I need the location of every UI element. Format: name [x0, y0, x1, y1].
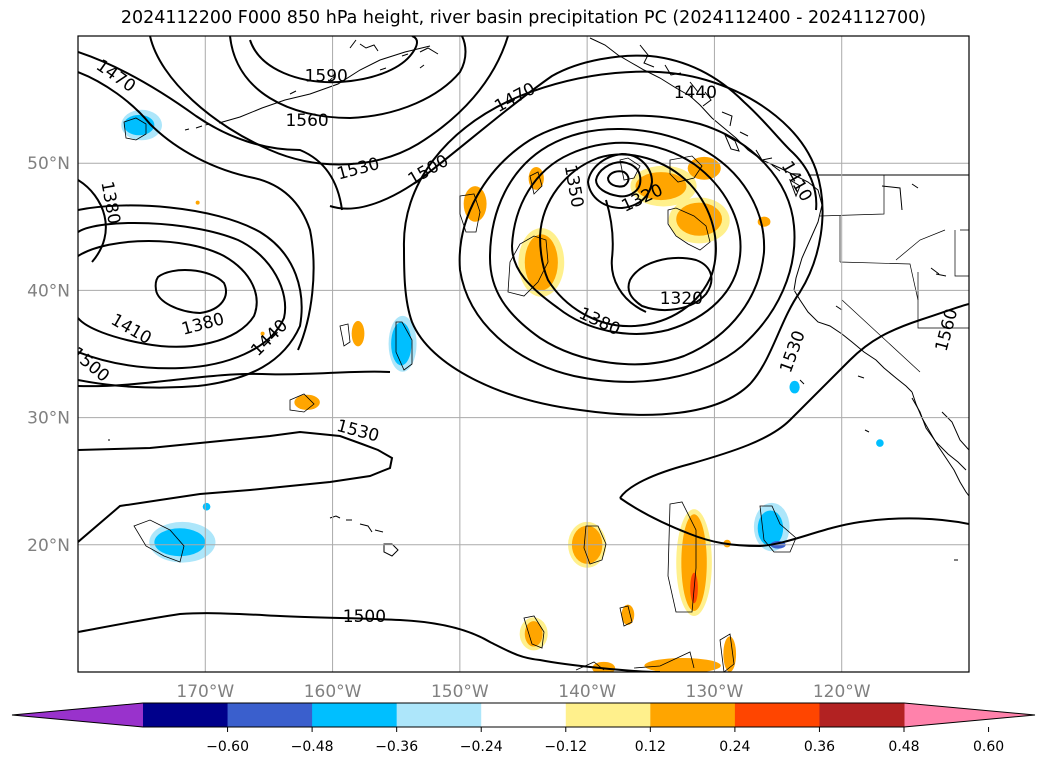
precip-area-23: [789, 380, 800, 394]
contour-label: 1410: [777, 158, 816, 205]
colorbar-bin: [734, 703, 820, 727]
contour-label: 1560: [932, 307, 963, 354]
colorbar-tick-label: −0.60: [206, 739, 249, 755]
contour-label: 1560: [285, 111, 328, 131]
svg-text:1500: 1500: [648, 19, 691, 39]
precip-area-24: [876, 439, 884, 447]
precip-area-13: [294, 394, 320, 410]
lon-tick-label: 140°W: [558, 682, 616, 702]
precip-area-37: [644, 658, 721, 672]
lon-tick-label: 120°W: [813, 682, 871, 702]
colorbar-bin: [312, 703, 398, 727]
colorbar-bin: [565, 703, 651, 727]
colorbar-tick-label: 0.24: [719, 739, 750, 755]
map-gridlines: [78, 36, 969, 672]
axis-tick-labels: 170°W 160°W 150°W 140°W 130°W 120°W 20°N 30°N 40…: [27, 154, 871, 702]
contour-label: 1590: [305, 66, 348, 86]
svg-text:1380: 1380: [576, 304, 624, 340]
colorbar-tick-label: −0.48: [291, 739, 334, 755]
colorbar-tick-label: −0.24: [460, 739, 503, 755]
contour-label: 1500: [67, 343, 113, 386]
precip-area-25: [202, 502, 211, 511]
contour-label: 1530: [335, 154, 382, 185]
precip-area-10: [195, 200, 200, 205]
colorbar-bin: [650, 703, 736, 727]
svg-text:1440: 1440: [674, 83, 717, 103]
colorbar-tick-label: 0.12: [635, 739, 666, 755]
svg-text:1500: 1500: [405, 151, 452, 190]
svg-text:1530: 1530: [335, 154, 382, 185]
colorbar-tick-label: −0.12: [544, 739, 587, 755]
lon-tick-label: 170°W: [176, 682, 234, 702]
map-title: 2024112200 F000 850 hPa height, river ba…: [120, 8, 927, 28]
colorbar-bin: [396, 703, 482, 727]
contour-label: 1440: [247, 316, 292, 361]
colorbar-bin: [481, 703, 567, 727]
precip-outlines: [123, 117, 797, 672]
colorbar-tick-label: 0.48: [888, 739, 919, 755]
svg-text:1590: 1590: [305, 66, 348, 86]
precip-area-21: [757, 510, 784, 547]
precip-area-35: [723, 636, 737, 672]
contour-label: 1500: [405, 151, 452, 190]
svg-text:1380: 1380: [180, 309, 227, 340]
colorbar-tick-label: 0.60: [973, 739, 1004, 755]
svg-text:1470: 1470: [491, 79, 539, 117]
colorbar-tick-label: 0.36: [804, 739, 835, 755]
precip-area-3: [676, 202, 723, 236]
colorbar-bin: [143, 703, 229, 727]
height-contours: [78, 36, 969, 672]
svg-text:1320: 1320: [660, 289, 703, 309]
contour-label: 1320: [660, 289, 703, 309]
colorbar-tick-label: −0.36: [375, 739, 418, 755]
contour-label: 1500: [648, 19, 691, 39]
contour-label: 1440: [674, 83, 717, 103]
map-frame: [77, 35, 970, 673]
contour-label: 1350: [560, 163, 587, 209]
svg-text:1500: 1500: [343, 607, 386, 627]
precip-area-11: [260, 331, 265, 336]
precip-area-19: [154, 528, 206, 557]
svg-text:1560: 1560: [285, 111, 328, 131]
svg-text:1500: 1500: [67, 343, 113, 386]
precip-area-12: [351, 320, 365, 347]
precip-area-15: [391, 322, 412, 366]
colorbar-bin: [819, 703, 905, 727]
lat-tick-label: 20°N: [27, 536, 70, 556]
contour-label: 1410: [107, 310, 154, 349]
coastlines: [108, 37, 969, 561]
svg-text:1440: 1440: [247, 316, 292, 361]
lat-tick-label: 30°N: [27, 409, 70, 429]
contour-label: 1530: [776, 328, 810, 375]
colorbar-bin: [227, 703, 313, 727]
svg-text:1410: 1410: [107, 310, 154, 349]
lon-tick-label: 130°W: [686, 682, 744, 702]
svg-text:1380: 1380: [97, 180, 124, 226]
colorbar: −0.60 −0.48 −0.36 −0.24 −0.12 0.12 0.24 0.36 0.4…: [11, 702, 1036, 755]
lat-tick-label: 40°N: [27, 281, 70, 301]
precip-area-5: [524, 234, 558, 291]
contour-label: 1470: [92, 56, 139, 97]
colorbar-extend-low: [12, 703, 143, 727]
precip-area-6: [687, 156, 721, 180]
lat-tick-label: 50°N: [27, 154, 70, 174]
contour-label: 1380: [576, 304, 624, 340]
contour-label: 1470: [491, 79, 539, 117]
lon-tick-label: 150°W: [431, 682, 489, 702]
colorbar-outline: [11, 702, 1036, 728]
contour-label: 1500: [343, 607, 386, 627]
precip-area-33: [524, 621, 543, 647]
svg-text:1350: 1350: [560, 163, 587, 209]
svg-text:1410: 1410: [777, 158, 816, 205]
svg-text:1530: 1530: [776, 328, 810, 375]
contour-label: 1380: [97, 180, 124, 226]
lon-tick-label: 160°W: [304, 682, 362, 702]
colorbar-extend-high: [904, 703, 1035, 727]
